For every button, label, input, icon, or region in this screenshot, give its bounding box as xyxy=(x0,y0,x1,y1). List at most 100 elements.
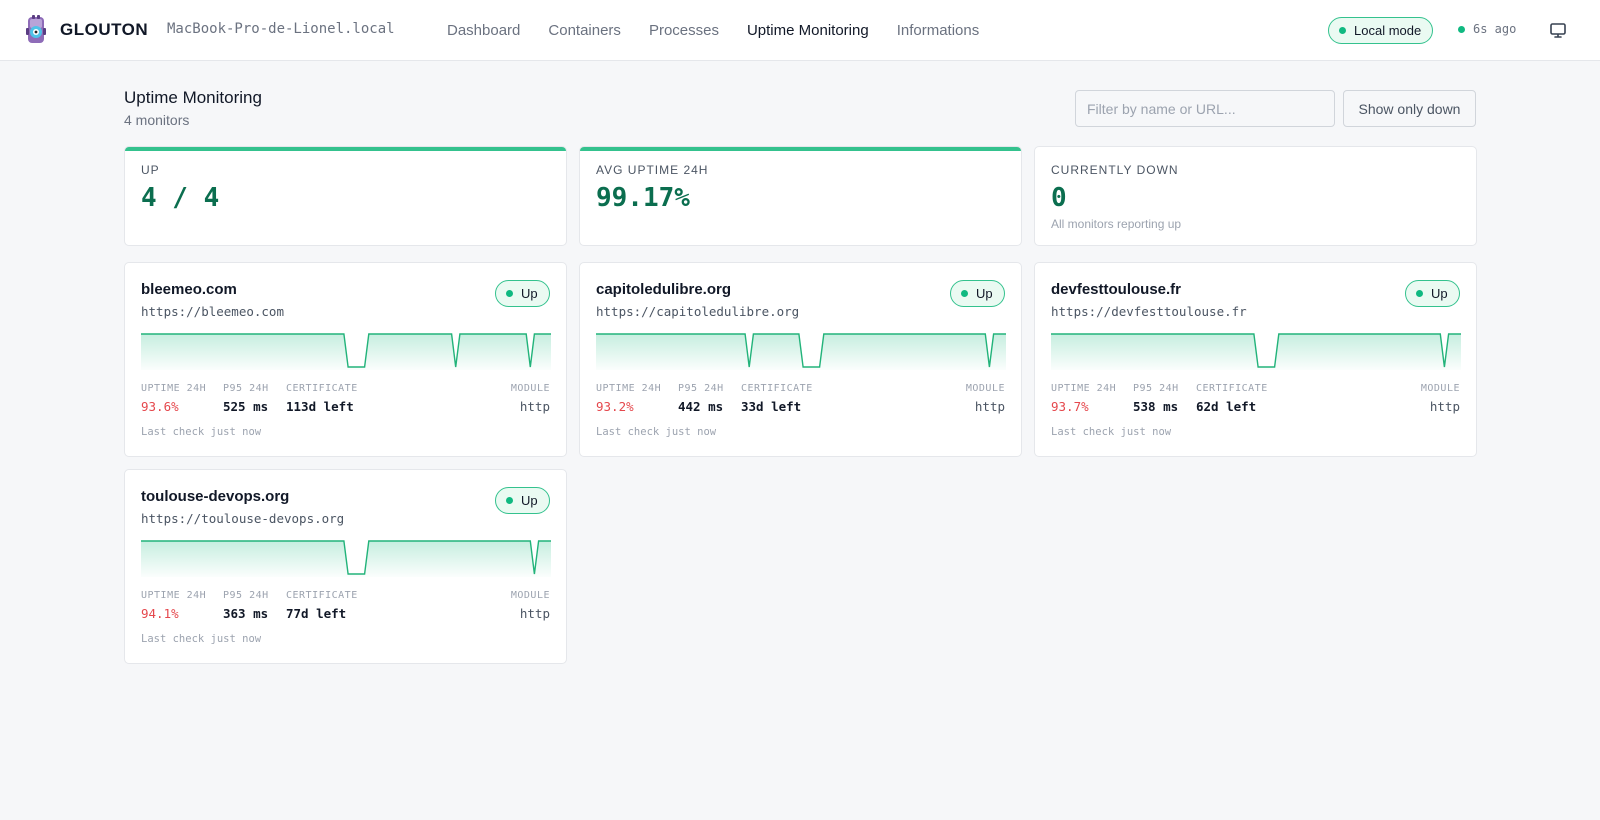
stat-label: AVG UPTIME 24H xyxy=(596,163,709,177)
metric-value: 93.7% xyxy=(1051,399,1089,414)
metric-value: 62d left xyxy=(1196,399,1257,414)
monitor-name[interactable]: bleemeo.com xyxy=(141,281,237,298)
stat-value: 99.17% xyxy=(596,183,690,213)
monitor-name[interactable]: toulouse-devops.org xyxy=(141,488,290,505)
filter-input[interactable] xyxy=(1075,90,1335,127)
metric-value: 113d left xyxy=(286,399,354,414)
metric-label: P95 24H xyxy=(223,590,269,601)
main-nav: Dashboard Containers Processes Uptime Mo… xyxy=(447,22,1007,39)
monitor-card[interactable]: devfesttoulouse.fr https://devfesttoulou… xyxy=(1034,262,1477,457)
stat-card-avg-uptime: AVG UPTIME 24H 99.17% xyxy=(579,146,1022,246)
status-badge: Up xyxy=(950,280,1005,307)
metric-p95: P95 24H 442 ms xyxy=(678,383,724,414)
last-check: Last check just now xyxy=(141,426,262,438)
last-check: Last check just now xyxy=(1051,426,1172,438)
monitor-metrics: UPTIME 24H 93.7% P95 24H 538 ms CERTIFIC… xyxy=(1051,383,1460,417)
metric-uptime: UPTIME 24H 93.2% xyxy=(596,383,661,414)
status-dot-icon xyxy=(1416,290,1423,297)
monitor-card[interactable]: toulouse-devops.org https://toulouse-dev… xyxy=(124,469,567,664)
monitor-url[interactable]: https://bleemeo.com xyxy=(141,304,284,319)
metric-label: UPTIME 24H xyxy=(141,590,207,601)
metric-label: MODULE xyxy=(510,383,550,394)
local-mode-badge: Local mode xyxy=(1328,17,1433,44)
monitor-url[interactable]: https://capitoledulibre.org xyxy=(596,304,800,319)
monitor-metrics: UPTIME 24H 93.6% P95 24H 525 ms CERTIFIC… xyxy=(141,383,550,417)
metric-certificate: CERTIFICATE 113d left xyxy=(286,383,358,414)
stat-card-currently-down: CURRENTLY DOWN 0 All monitors reporting … xyxy=(1034,146,1477,246)
metric-value: 363 ms xyxy=(223,606,269,621)
mode-label: Local mode xyxy=(1354,23,1422,38)
status-dot-icon xyxy=(1458,25,1465,33)
nav-processes[interactable]: Processes xyxy=(648,22,719,39)
metric-value: 525 ms xyxy=(223,399,269,414)
metric-p95: P95 24H 525 ms xyxy=(223,383,269,414)
metric-module: MODULE http xyxy=(966,383,1005,414)
monitor-url[interactable]: https://toulouse-devops.org xyxy=(141,511,345,526)
metric-label: CERTIFICATE xyxy=(286,590,358,601)
stat-card-up: UP 4 / 4 xyxy=(124,146,567,246)
metric-label: CERTIFICATE xyxy=(1196,383,1268,394)
metric-uptime: UPTIME 24H 93.7% xyxy=(1051,383,1116,414)
monitor-card[interactable]: bleemeo.com https://bleemeo.com Up UPTIM… xyxy=(124,262,567,457)
stat-label: CURRENTLY DOWN xyxy=(1051,163,1179,177)
uptime-sparkline xyxy=(1051,333,1461,370)
brand-name[interactable]: GLOUTON xyxy=(60,20,149,39)
glouton-logo-icon[interactable] xyxy=(24,14,48,46)
nav-uptime-monitoring[interactable]: Uptime Monitoring xyxy=(746,22,869,39)
metric-value: 93.6% xyxy=(141,399,179,414)
show-only-down-button[interactable]: Show only down xyxy=(1343,90,1476,127)
metric-label: CERTIFICATE xyxy=(741,383,813,394)
hostname: MacBook-Pro-de-Lionel.local xyxy=(167,21,395,37)
metric-uptime: UPTIME 24H 93.6% xyxy=(141,383,206,414)
sparkline-line xyxy=(596,333,1006,368)
status-label: Up xyxy=(976,286,993,301)
monitor-metrics: UPTIME 24H 94.1% P95 24H 363 ms CERTIFIC… xyxy=(141,590,550,624)
uptime-sparkline xyxy=(141,540,551,577)
sparkline-line xyxy=(1051,333,1461,368)
metric-value: http xyxy=(519,399,550,414)
metric-label: UPTIME 24H xyxy=(141,383,207,394)
stat-note: All monitors reporting up xyxy=(1051,217,1182,231)
status-dot-icon xyxy=(1339,27,1346,34)
metric-certificate: CERTIFICATE 62d left xyxy=(1196,383,1268,414)
metric-value: 33d left xyxy=(741,399,802,414)
top-bar: GLOUTON MacBook-Pro-de-Lionel.local Dash… xyxy=(0,0,1600,61)
metric-label: MODULE xyxy=(1420,383,1460,394)
monitor-card[interactable]: capitoledulibre.org https://capitoleduli… xyxy=(579,262,1022,457)
metric-uptime: UPTIME 24H 94.1% xyxy=(141,590,206,621)
uptime-sparkline xyxy=(141,333,551,370)
status-badge: Up xyxy=(495,280,550,307)
stat-label: UP xyxy=(141,163,160,177)
metric-value: 442 ms xyxy=(678,399,724,414)
metric-module: MODULE http xyxy=(511,383,550,414)
last-update-indicator: 6s ago xyxy=(1458,22,1516,36)
status-dot-icon xyxy=(506,497,513,504)
metric-label: P95 24H xyxy=(1133,383,1179,394)
metric-label: CERTIFICATE xyxy=(286,383,358,394)
metric-p95: P95 24H 363 ms xyxy=(223,590,269,621)
nav-dashboard[interactable]: Dashboard xyxy=(447,22,521,39)
metric-label: UPTIME 24H xyxy=(1051,383,1117,394)
metric-value: http xyxy=(1429,399,1460,414)
metric-label: P95 24H xyxy=(223,383,269,394)
metric-certificate: CERTIFICATE 77d left xyxy=(286,590,358,621)
status-badge: Up xyxy=(1405,280,1460,307)
monitor-url[interactable]: https://devfesttoulouse.fr xyxy=(1051,304,1247,319)
status-label: Up xyxy=(1431,286,1448,301)
last-check: Last check just now xyxy=(596,426,717,438)
page-title: Uptime Monitoring xyxy=(124,88,262,107)
nav-informations[interactable]: Informations xyxy=(896,22,980,39)
metric-value: http xyxy=(974,399,1005,414)
stat-value: 4 / 4 xyxy=(141,183,220,213)
monitor-name[interactable]: capitoledulibre.org xyxy=(596,281,732,298)
metric-value: 94.1% xyxy=(141,606,179,621)
status-badge: Up xyxy=(495,487,550,514)
monitor-icon[interactable] xyxy=(1548,20,1568,40)
metric-value: 538 ms xyxy=(1133,399,1179,414)
nav-containers[interactable]: Containers xyxy=(548,22,621,39)
metric-module: MODULE http xyxy=(1421,383,1460,414)
last-check: Last check just now xyxy=(141,633,262,645)
monitor-name[interactable]: devfesttoulouse.fr xyxy=(1051,281,1182,298)
metric-certificate: CERTIFICATE 33d left xyxy=(741,383,813,414)
status-dot-icon xyxy=(961,290,968,297)
